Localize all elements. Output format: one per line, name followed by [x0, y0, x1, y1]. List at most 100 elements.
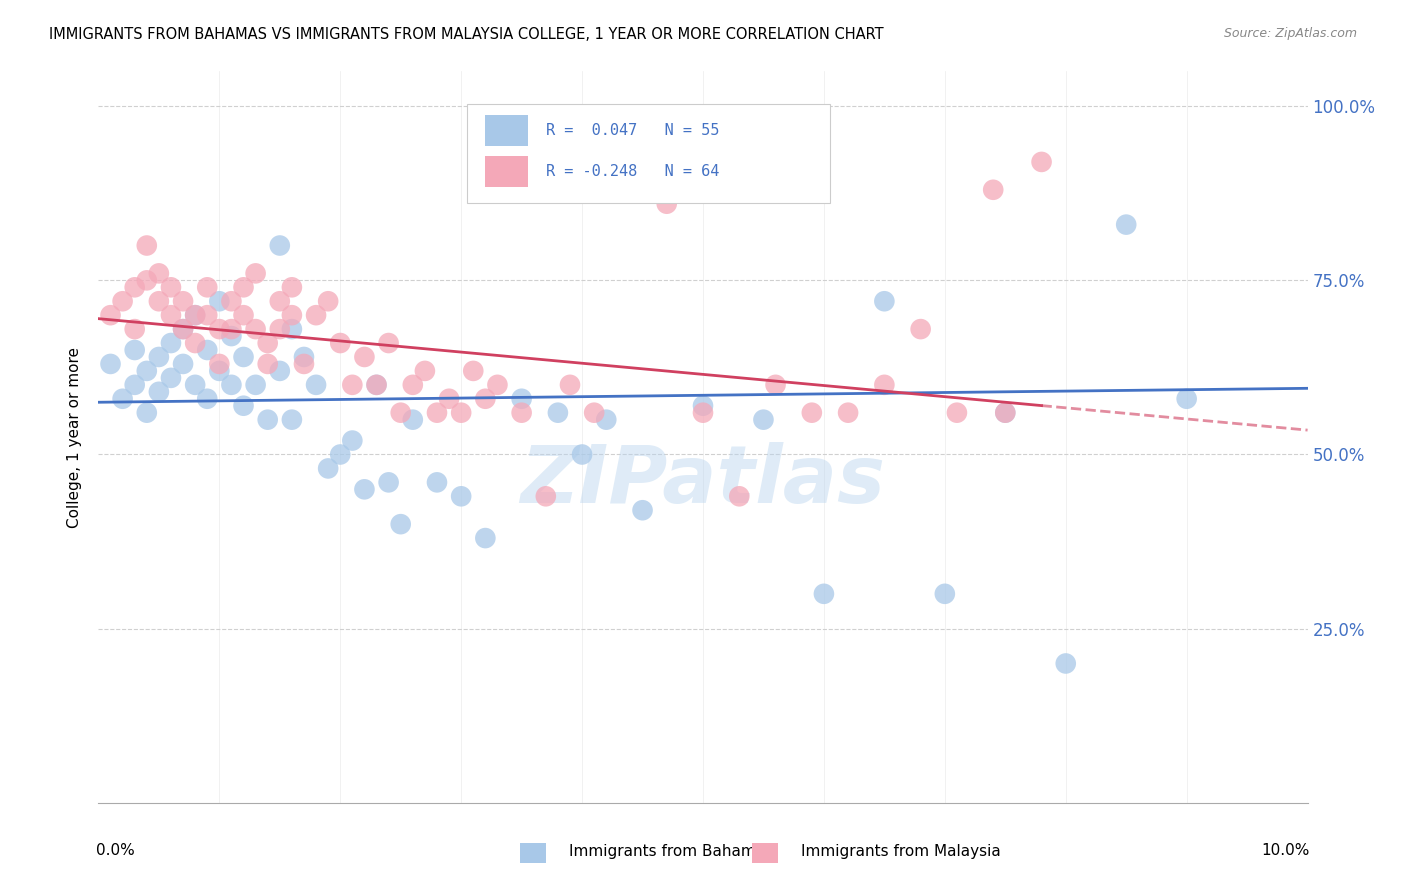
- Text: Source: ZipAtlas.com: Source: ZipAtlas.com: [1223, 27, 1357, 40]
- Point: [413, 364, 436, 378]
- Point: [316, 294, 339, 309]
- Point: [486, 377, 509, 392]
- Point: [402, 377, 425, 392]
- Point: [195, 343, 218, 357]
- Point: [245, 266, 267, 280]
- Point: [329, 336, 352, 351]
- Point: [100, 357, 122, 371]
- Point: [135, 364, 157, 378]
- Point: [752, 412, 775, 426]
- Point: [148, 266, 170, 280]
- Point: [184, 377, 207, 392]
- Point: [124, 322, 146, 336]
- Point: [1031, 155, 1053, 169]
- Point: [1115, 218, 1137, 232]
- Point: [221, 294, 243, 309]
- Point: [692, 406, 714, 420]
- Text: R =  0.047   N = 55: R = 0.047 N = 55: [546, 123, 720, 138]
- Point: [172, 322, 194, 336]
- Point: [910, 322, 932, 336]
- Point: [571, 448, 593, 462]
- Point: [172, 294, 194, 309]
- Point: [208, 322, 231, 336]
- Point: [221, 377, 243, 392]
- Point: [208, 357, 231, 371]
- Point: [510, 406, 533, 420]
- Point: [377, 336, 399, 351]
- Point: [148, 384, 170, 399]
- Text: 0.0%: 0.0%: [96, 843, 135, 858]
- Point: [474, 531, 496, 545]
- Text: Immigrants from Malaysia: Immigrants from Malaysia: [801, 845, 1001, 859]
- Point: [256, 336, 278, 351]
- Point: [619, 169, 641, 183]
- Point: [292, 350, 315, 364]
- Point: [208, 294, 231, 309]
- Point: [269, 364, 291, 378]
- Text: ZIPatlas: ZIPatlas: [520, 442, 886, 520]
- Point: [342, 434, 364, 448]
- Point: [221, 329, 243, 343]
- Point: [256, 357, 278, 371]
- Point: [631, 503, 654, 517]
- Point: [474, 392, 496, 406]
- Point: [402, 412, 425, 426]
- Point: [534, 489, 557, 503]
- Point: [558, 377, 581, 392]
- Point: [135, 406, 157, 420]
- Point: [873, 294, 896, 309]
- Text: Immigrants from Bahamas: Immigrants from Bahamas: [569, 845, 773, 859]
- Point: [765, 377, 787, 392]
- Point: [353, 350, 375, 364]
- Point: [160, 336, 183, 351]
- Point: [269, 294, 291, 309]
- Point: [124, 280, 146, 294]
- Point: [510, 392, 533, 406]
- Point: [111, 294, 134, 309]
- Point: [111, 392, 134, 406]
- Point: [946, 406, 969, 420]
- Point: [184, 308, 207, 322]
- Point: [232, 308, 254, 322]
- Point: [100, 308, 122, 322]
- Point: [389, 406, 412, 420]
- Point: [160, 371, 183, 385]
- Point: [728, 489, 751, 503]
- Point: [124, 343, 146, 357]
- Point: [305, 377, 328, 392]
- Y-axis label: College, 1 year or more: College, 1 year or more: [67, 347, 83, 527]
- Point: [172, 322, 194, 336]
- Point: [281, 322, 304, 336]
- Point: [837, 406, 859, 420]
- Point: [873, 377, 896, 392]
- Point: [245, 377, 267, 392]
- Point: [184, 336, 207, 351]
- Text: IMMIGRANTS FROM BAHAMAS VS IMMIGRANTS FROM MALAYSIA COLLEGE, 1 YEAR OR MORE CORR: IMMIGRANTS FROM BAHAMAS VS IMMIGRANTS FR…: [49, 27, 884, 42]
- Point: [172, 357, 194, 371]
- Point: [813, 587, 835, 601]
- Point: [426, 475, 449, 490]
- Point: [994, 406, 1017, 420]
- Point: [342, 377, 364, 392]
- Point: [305, 308, 328, 322]
- Point: [256, 412, 278, 426]
- FancyBboxPatch shape: [485, 156, 527, 187]
- Point: [450, 406, 472, 420]
- Point: [281, 308, 304, 322]
- Point: [655, 196, 678, 211]
- Point: [148, 350, 170, 364]
- Point: [135, 238, 157, 252]
- Point: [232, 350, 254, 364]
- FancyBboxPatch shape: [467, 104, 830, 203]
- Point: [1175, 392, 1198, 406]
- Point: [366, 377, 388, 392]
- Point: [353, 483, 375, 497]
- Point: [292, 357, 315, 371]
- Point: [195, 392, 218, 406]
- Point: [160, 280, 183, 294]
- Point: [195, 308, 218, 322]
- Point: [148, 294, 170, 309]
- Point: [366, 377, 388, 392]
- Point: [389, 517, 412, 532]
- Point: [583, 406, 606, 420]
